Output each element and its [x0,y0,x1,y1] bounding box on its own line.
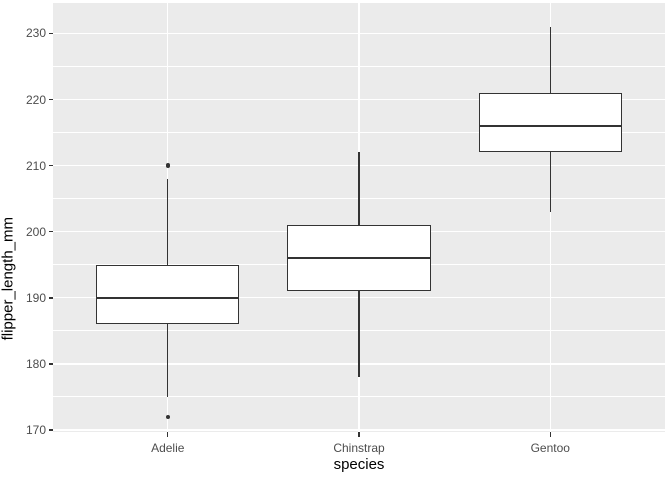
x-tick-label-gentoo: Gentoo [530,441,570,455]
y-tick-label: 230 [25,26,46,41]
x-tick-label-chinstrap: Chinstrap [333,441,385,455]
category-gridline [549,3,551,432]
outlier-point-adelie [165,163,170,168]
y-tick-label: 170 [25,423,46,438]
y-tick-mark [48,164,53,167]
median-line-chinstrap [287,256,431,260]
x-tick-mark [167,432,169,437]
x-tick-label-adelie: Adelie [151,441,185,455]
x-axis-title: species [333,456,385,473]
y-tick-mark [48,363,53,365]
outlier-point-adelie [165,414,170,419]
y-tick-label: 200 [25,224,46,239]
median-line-adelie [96,296,240,300]
boxplot-box-gentoo [478,92,622,153]
x-tick-mark [549,432,551,437]
y-tick-mark [48,32,53,35]
y-tick-label: 220 [25,92,46,107]
y-tick-mark [48,98,53,101]
x-tick-mark [358,432,360,437]
plot-panel [53,3,665,432]
median-line-gentoo [478,124,622,128]
boxplot-box-adelie [96,264,240,325]
y-tick-label: 180 [25,356,46,371]
y-tick-mark [48,297,53,299]
y-tick-mark [48,231,53,233]
y-tick-label: 190 [25,290,46,305]
y-tick-label: 210 [25,158,46,173]
y-tick-mark [48,429,53,431]
